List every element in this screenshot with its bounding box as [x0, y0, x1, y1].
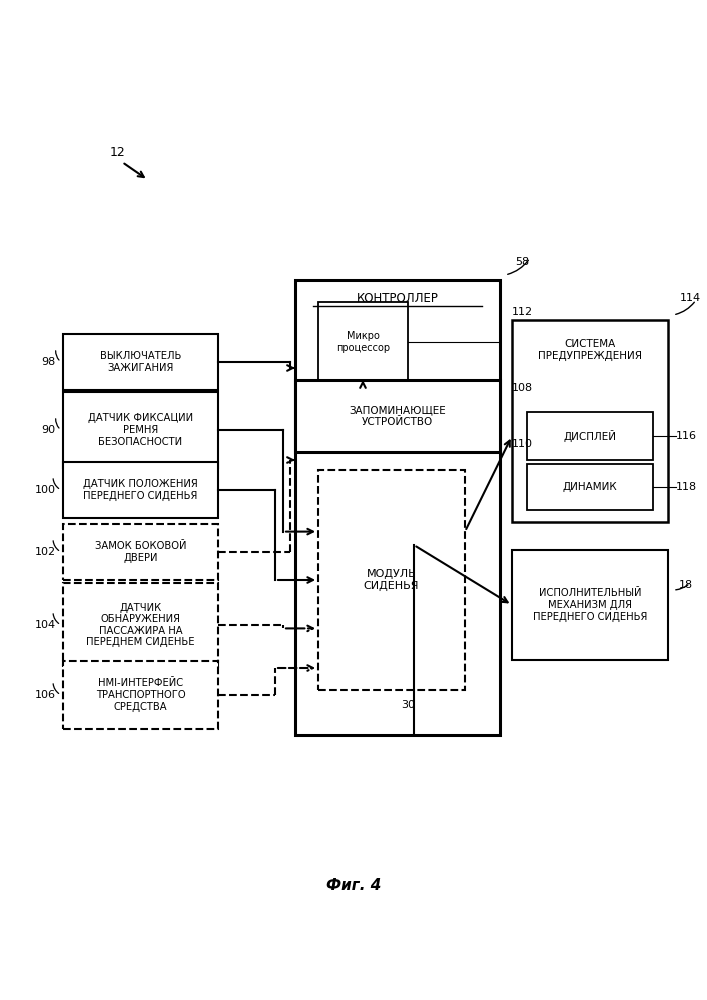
Text: КОНТРОЛЛЕР: КОНТРОЛЛЕР [356, 292, 438, 304]
Bar [512, 550, 668, 660]
Text: ЗАМОК БОКОВОЙ
ДВЕРИ: ЗАМОК БОКОВОЙ ДВЕРИ [95, 541, 186, 563]
Text: 104: 104 [35, 620, 56, 630]
Text: ДИСПЛЕЙ: ДИСПЛЕЙ [563, 430, 617, 442]
Text: 108: 108 [511, 383, 532, 393]
Bar [295, 280, 500, 735]
Text: 118: 118 [675, 482, 696, 492]
Bar [295, 380, 500, 452]
Bar [63, 462, 218, 518]
Text: НМI-ИНТЕРФЕЙС
ТРАНСПОРТНОГО
СРЕДСТВА: НМI-ИНТЕРФЕЙС ТРАНСПОРТНОГО СРЕДСТВА [95, 678, 185, 712]
Text: 18: 18 [679, 580, 693, 590]
Bar [527, 412, 653, 460]
Text: ДИНАМИК: ДИНАМИК [563, 482, 617, 492]
Bar [63, 583, 218, 667]
Text: 98: 98 [41, 357, 55, 367]
Bar [63, 661, 218, 729]
Text: ДАТЧИК ПОЛОЖЕНИЯ
ПЕРЕДНЕГО СИДЕНЬЯ: ДАТЧИК ПОЛОЖЕНИЯ ПЕРЕДНЕГО СИДЕНЬЯ [83, 479, 198, 501]
Bar [512, 320, 668, 522]
Bar [63, 334, 218, 390]
Bar [318, 470, 465, 690]
Text: МОДУЛЬ
СИДЕНЬЯ: МОДУЛЬ СИДЕНЬЯ [363, 569, 419, 591]
Bar [318, 302, 408, 382]
Text: Микро
процессор: Микро процессор [336, 331, 390, 353]
Text: 30: 30 [401, 700, 415, 710]
Text: ИСПОЛНИТЕЛЬНЫЙ
МЕХАНИЗМ ДЛЯ
ПЕРЕДНЕГО СИДЕНЬЯ: ИСПОЛНИТЕЛЬНЫЙ МЕХАНИЗМ ДЛЯ ПЕРЕДНЕГО СИ… [533, 588, 647, 622]
Text: 112: 112 [511, 307, 532, 317]
Text: ДАТЧИК ФИКСАЦИИ
РЕМНЯ
БЕЗОПАСНОСТИ: ДАТЧИК ФИКСАЦИИ РЕМНЯ БЕЗОПАСНОСТИ [88, 413, 193, 447]
Text: 116: 116 [675, 431, 696, 441]
Bar [63, 392, 218, 468]
Text: 58: 58 [515, 257, 529, 267]
Text: ЗАПОМИНАЮЩЕЕ
УСТРОЙСТВО: ЗАПОМИНАЮЩЕЕ УСТРОЙСТВО [349, 405, 446, 427]
Text: ВЫКЛЮЧАТЕЛЬ
ЗАЖИГАНИЯ: ВЫКЛЮЧАТЕЛЬ ЗАЖИГАНИЯ [100, 351, 181, 373]
Text: 90: 90 [41, 425, 55, 435]
Text: 114: 114 [679, 293, 701, 303]
Text: ДАТЧИК
ОБНАРУЖЕНИЯ
ПАССАЖИРА НА
ПЕРЕДНЕМ СИДЕНЬЕ: ДАТЧИК ОБНАРУЖЕНИЯ ПАССАЖИРА НА ПЕРЕДНЕМ… [86, 603, 194, 647]
Bar [63, 524, 218, 580]
Text: 110: 110 [511, 439, 532, 449]
Text: 12: 12 [110, 145, 126, 158]
Text: 102: 102 [35, 547, 56, 557]
Bar [527, 464, 653, 510]
Text: 100: 100 [35, 485, 56, 495]
Text: Фиг. 4: Фиг. 4 [327, 878, 382, 892]
Text: 106: 106 [35, 690, 56, 700]
Text: СИСТЕМА
ПРЕДУПРЕЖДЕНИЯ: СИСТЕМА ПРЕДУПРЕЖДЕНИЯ [538, 339, 642, 361]
